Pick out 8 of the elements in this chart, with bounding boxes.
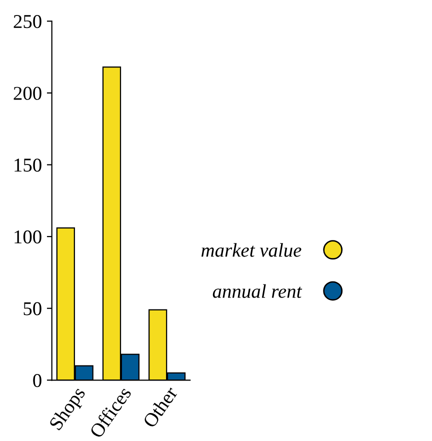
y-tick-label: 50	[24, 302, 42, 316]
y-tick-label: 150	[14, 158, 42, 172]
legend-label: annual rent	[212, 284, 302, 298]
legend-label: market value	[201, 243, 302, 257]
y-tick-label: 200	[14, 86, 42, 100]
y-tick-label: 0	[33, 374, 42, 388]
y-tick-label: 250	[14, 14, 42, 28]
y-tick-label: 100	[14, 230, 42, 244]
